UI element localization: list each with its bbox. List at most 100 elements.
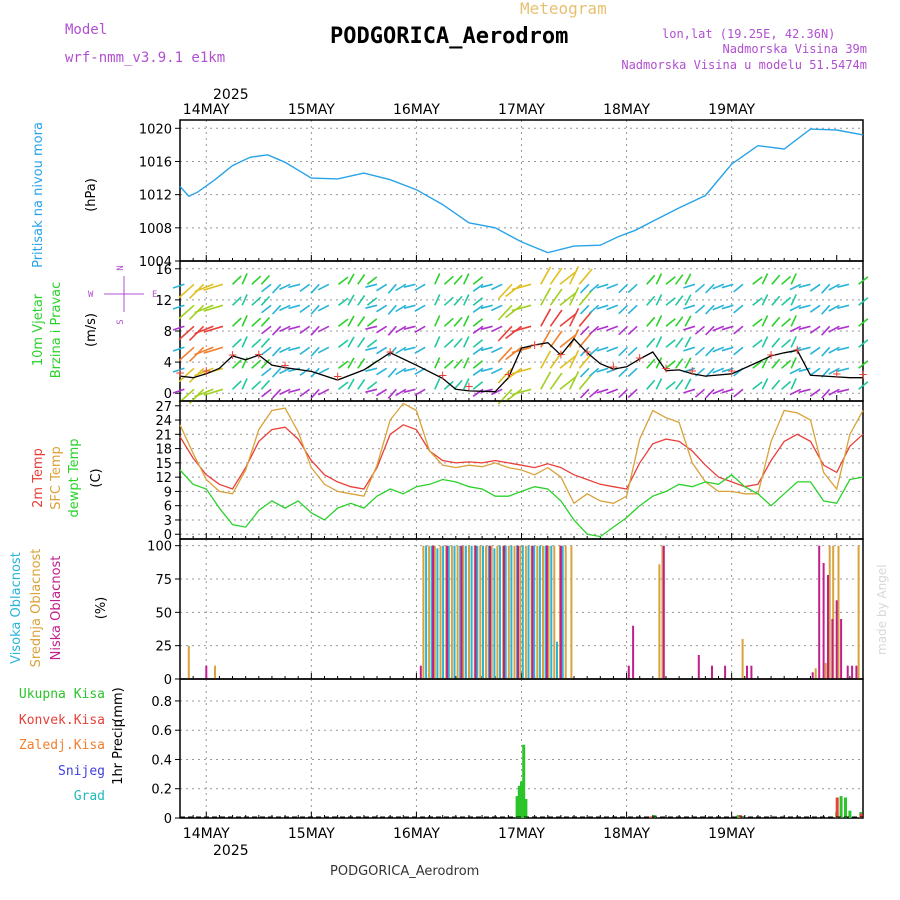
ytick-label-1: 3 bbox=[164, 514, 172, 529]
wind-arrow bbox=[338, 339, 349, 348]
wind-arrow bbox=[251, 296, 262, 306]
wind-arrow bbox=[858, 381, 869, 390]
ytick-label-8: 24 bbox=[155, 414, 172, 429]
wind-arrow bbox=[472, 346, 484, 355]
cloud-bar bbox=[658, 564, 661, 679]
wind-arrow bbox=[752, 339, 763, 348]
cloud-bar bbox=[822, 563, 825, 679]
wind-arrow bbox=[809, 325, 821, 334]
wind-arrow bbox=[414, 304, 426, 312]
wind-arrow bbox=[317, 388, 330, 396]
wind-arrow bbox=[733, 304, 744, 314]
wind-arrow bbox=[231, 380, 242, 390]
gust-mark: + bbox=[333, 370, 343, 384]
bottom-day-1: 15MAY bbox=[288, 826, 335, 842]
wind-arrow bbox=[453, 274, 463, 285]
gust-mark: + bbox=[503, 368, 513, 382]
wind-ylabel: 10m Vjetar bbox=[31, 293, 46, 366]
wind-arrow bbox=[194, 367, 214, 377]
wind-arrow bbox=[655, 315, 663, 327]
wind-arrow bbox=[271, 388, 282, 399]
wind-arrow bbox=[472, 381, 484, 390]
wind-arrow bbox=[365, 325, 378, 330]
wind-arrow bbox=[752, 381, 763, 390]
wind-arrow bbox=[299, 304, 311, 314]
wind-arrow bbox=[462, 336, 470, 348]
wind-arrow bbox=[241, 273, 248, 285]
wind-arrow bbox=[655, 357, 663, 369]
cloud-bar bbox=[550, 545, 553, 679]
wind-arrow bbox=[606, 346, 619, 353]
wind-arrow bbox=[665, 339, 676, 348]
wind-arrow bbox=[395, 304, 407, 313]
wind-arrow bbox=[366, 276, 378, 285]
wind-arrow bbox=[310, 388, 320, 399]
wind-arrow bbox=[310, 325, 320, 336]
wind-arrow bbox=[403, 367, 416, 372]
temperature-unit: (C) bbox=[89, 468, 104, 487]
wind-arrow bbox=[365, 283, 378, 288]
gust-mark: + bbox=[687, 364, 697, 378]
top-year-label: 2025 bbox=[213, 87, 249, 103]
wind-arrow bbox=[798, 388, 811, 394]
cloud-bar bbox=[513, 545, 516, 679]
wind-arrow bbox=[260, 379, 271, 390]
wind-arrow bbox=[387, 304, 397, 315]
temp-line-1 bbox=[179, 402, 864, 505]
wind-arrow bbox=[178, 304, 195, 320]
wind-arrow bbox=[279, 283, 291, 291]
wind-arrow bbox=[694, 283, 706, 293]
wind-arrow bbox=[434, 315, 441, 327]
wind-arrow bbox=[837, 283, 850, 288]
cloud-bar bbox=[661, 545, 664, 679]
precip-bar bbox=[736, 815, 740, 818]
wind-arrow bbox=[646, 379, 656, 390]
compass-w: W bbox=[88, 290, 94, 300]
cloud-bar bbox=[711, 665, 713, 679]
bottom-year-label: 2025 bbox=[213, 843, 249, 859]
wind-arrow bbox=[505, 346, 522, 361]
precip-bar bbox=[859, 813, 863, 818]
wind-arrow bbox=[684, 357, 692, 369]
wind-arrow bbox=[705, 346, 715, 357]
wind-arrow bbox=[505, 388, 522, 403]
ytick-label-3: 12 bbox=[155, 294, 172, 309]
wind-arrow bbox=[395, 283, 407, 292]
wind-arrow bbox=[472, 276, 484, 285]
cloud-bar bbox=[851, 665, 854, 679]
gust-mark: + bbox=[608, 360, 618, 374]
wind-arrow bbox=[712, 388, 725, 395]
wind-arrow bbox=[828, 304, 840, 312]
wind-arrow bbox=[733, 388, 744, 398]
wind-arrow bbox=[288, 367, 301, 373]
wind-arrow bbox=[627, 325, 638, 336]
wind-arrow bbox=[241, 315, 248, 327]
wind-arrow bbox=[837, 304, 850, 309]
wind-arrow bbox=[172, 346, 185, 352]
wind-arrow bbox=[251, 317, 262, 327]
wind-arrow bbox=[809, 367, 821, 376]
precip-bar bbox=[844, 797, 847, 818]
wind-arrow bbox=[618, 346, 629, 357]
wind-arrow bbox=[579, 304, 590, 315]
wind-arrow bbox=[261, 283, 272, 293]
wind-arrow bbox=[497, 388, 513, 405]
gust-mark: + bbox=[530, 338, 540, 352]
precip-bar bbox=[522, 744, 526, 818]
cloud-bar bbox=[564, 545, 567, 679]
wind-arrow bbox=[674, 274, 684, 285]
wind-arrow bbox=[480, 304, 493, 310]
wind-arrow bbox=[376, 388, 388, 397]
wind-arrow bbox=[299, 367, 311, 377]
wind-arrow bbox=[733, 325, 744, 335]
wind-arrow bbox=[627, 367, 638, 378]
cloud-bar bbox=[545, 545, 548, 679]
wind-arrow bbox=[462, 378, 470, 390]
wind-arrow bbox=[376, 325, 388, 334]
cloud-bar bbox=[632, 625, 635, 679]
wind-arrow bbox=[462, 315, 470, 327]
pressure-ylabel: Pritisak na nivou mora bbox=[31, 122, 46, 268]
wind-arrow bbox=[505, 325, 522, 340]
wind-arrow bbox=[821, 283, 831, 294]
wind-arrow bbox=[403, 325, 416, 330]
